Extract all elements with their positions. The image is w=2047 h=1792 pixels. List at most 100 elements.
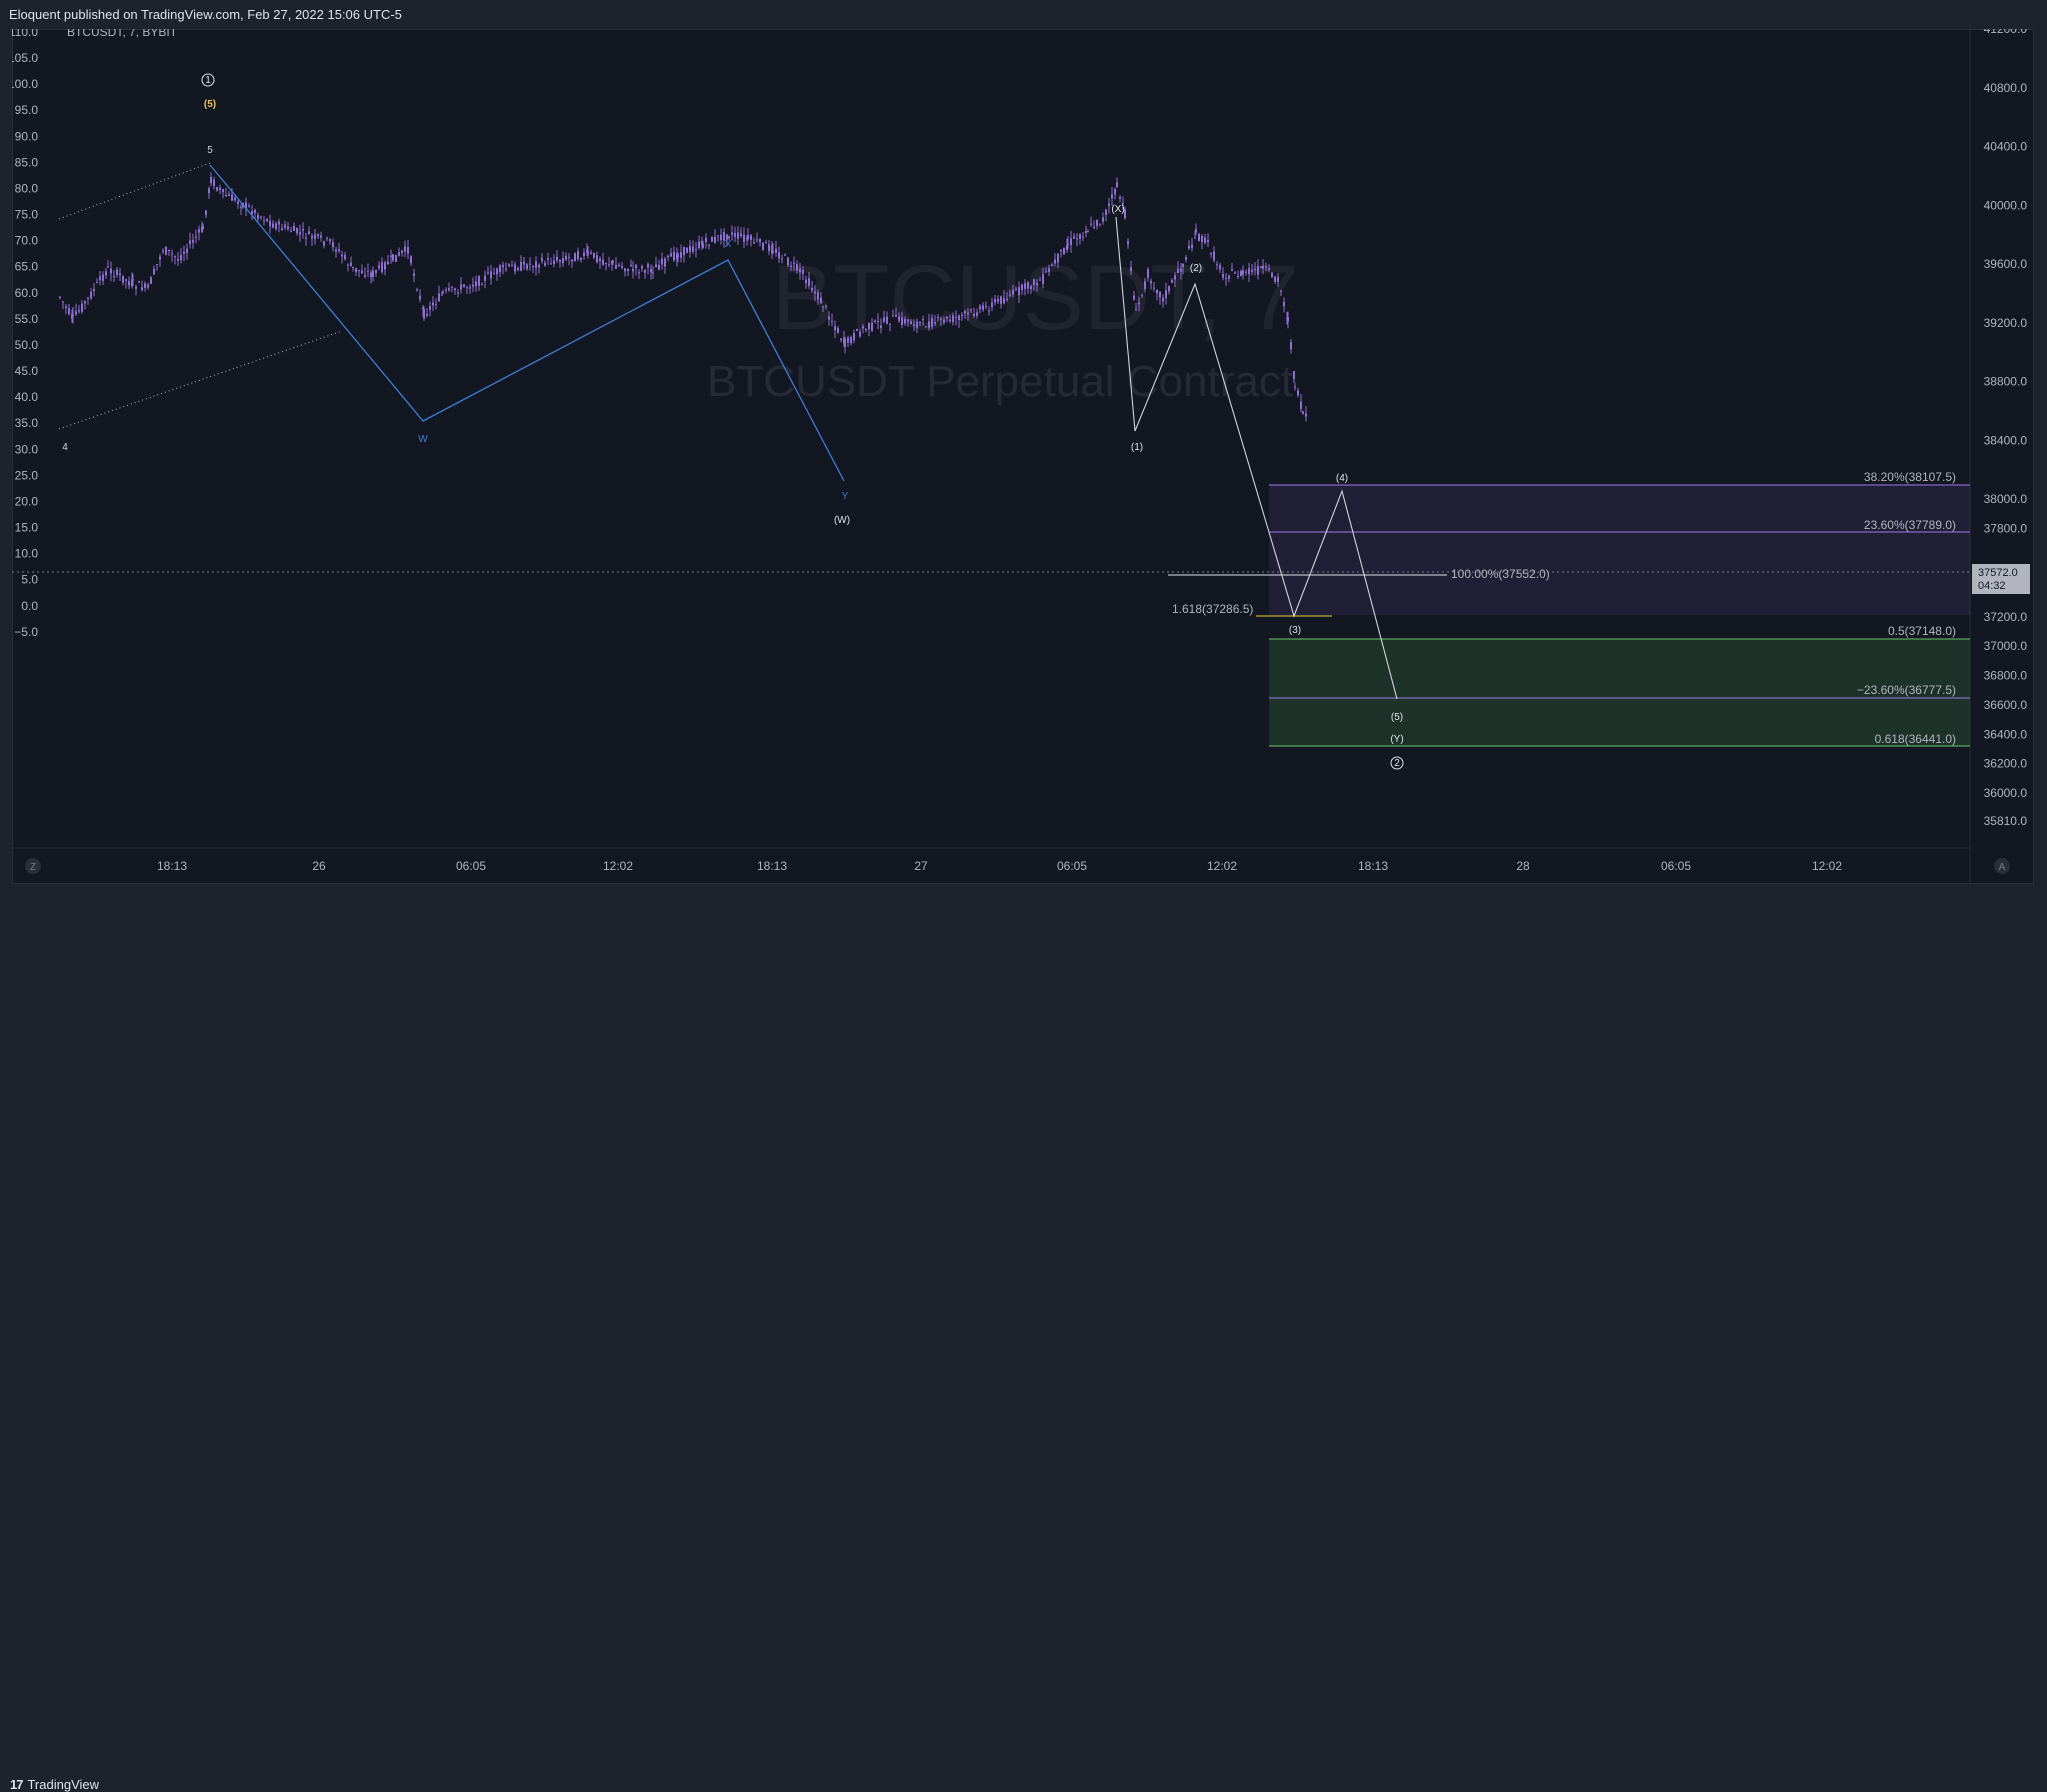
time-axis-tick[interactable]: 18:13 bbox=[757, 859, 787, 873]
candle-body bbox=[266, 218, 268, 222]
right-axis[interactable]: 41200.0 40800.0 40400.0 40000.0 39600.0 39200… bbox=[1984, 29, 2028, 828]
candle-body bbox=[964, 310, 966, 314]
time-axis[interactable]: 18:13 26 06:05 12:02 18:13 27 06:05 12:02 18:13 2… bbox=[157, 859, 1842, 873]
candle-body bbox=[973, 314, 975, 317]
left-axis-tick: 20.0 bbox=[15, 494, 39, 508]
time-axis-tick[interactable]: 28 bbox=[1516, 859, 1530, 873]
candle-body bbox=[113, 276, 115, 278]
candle-body bbox=[541, 257, 543, 261]
candle-body bbox=[658, 264, 660, 270]
candle-body bbox=[627, 268, 629, 272]
candle-body bbox=[432, 302, 434, 306]
candle-body bbox=[756, 239, 758, 241]
candle-body bbox=[1042, 274, 1044, 284]
candle-body bbox=[326, 237, 328, 239]
candle-body bbox=[358, 269, 360, 271]
candle-body bbox=[919, 321, 921, 323]
time-axis-tick[interactable]: 27 bbox=[914, 859, 928, 873]
wave-projection-path[interactable] bbox=[1115, 216, 1398, 700]
candle-body bbox=[1162, 297, 1164, 302]
candle-body bbox=[219, 187, 221, 191]
wave-paren-X-label: (X) bbox=[1111, 204, 1124, 215]
candle-body bbox=[1082, 236, 1084, 238]
candle-body bbox=[961, 314, 963, 316]
candle-body bbox=[840, 338, 842, 340]
candle-body bbox=[1156, 289, 1158, 294]
left-axis-tick: 60.0 bbox=[15, 286, 39, 300]
candle-body bbox=[768, 244, 770, 251]
candle-body bbox=[859, 331, 861, 337]
candle-body bbox=[1009, 294, 1011, 296]
candle-body bbox=[837, 328, 839, 333]
candle-body bbox=[568, 256, 570, 258]
candle-body bbox=[62, 301, 64, 303]
candle-body bbox=[740, 233, 742, 236]
candle-body bbox=[605, 262, 607, 264]
candle-body bbox=[131, 279, 133, 287]
candle-body bbox=[1114, 188, 1116, 195]
candle-body bbox=[825, 305, 827, 307]
candle-body bbox=[165, 246, 167, 255]
candle-body bbox=[202, 226, 204, 230]
candle-body bbox=[1171, 279, 1173, 283]
time-axis-tick[interactable]: 06:05 bbox=[1057, 859, 1087, 873]
candle-body bbox=[237, 201, 239, 204]
candle-body bbox=[828, 316, 830, 320]
time-axis-tick[interactable]: 12:02 bbox=[1812, 859, 1842, 873]
candle-body bbox=[1063, 247, 1065, 255]
candle-body bbox=[599, 258, 601, 262]
candle-body bbox=[395, 254, 397, 262]
candle-body bbox=[805, 279, 807, 284]
watermark-description: BTCUSDT Perpetual Contract bbox=[707, 357, 1293, 406]
auto-scale-button[interactable] bbox=[1994, 858, 2010, 874]
candle-body bbox=[1277, 277, 1279, 283]
watermark-symbol: BTCUSDT, 7 bbox=[772, 247, 1299, 349]
price-chart[interactable]: BTCUSDT, 7 BTCUSDT Perpetual Contract BT… bbox=[12, 29, 2034, 884]
right-axis-tick: 36000.0 bbox=[1984, 786, 2028, 800]
candle-body bbox=[831, 321, 833, 323]
candle-body bbox=[147, 284, 149, 288]
time-axis-tick[interactable]: 18:13 bbox=[157, 859, 187, 873]
candle-body bbox=[580, 257, 582, 260]
candles[interactable] bbox=[59, 172, 1307, 422]
candle-body bbox=[517, 268, 519, 271]
time-axis-tick[interactable]: 12:02 bbox=[603, 859, 633, 873]
left-axis-tick: 50.0 bbox=[15, 338, 39, 352]
channel-lower-line[interactable] bbox=[58, 330, 343, 430]
candle-body bbox=[195, 236, 197, 238]
candle-body bbox=[1210, 253, 1212, 255]
candle-body bbox=[689, 245, 691, 252]
candle-body bbox=[180, 254, 182, 261]
candle-body bbox=[407, 247, 409, 254]
tradingview-logo[interactable]: 17 TradingView bbox=[10, 1777, 99, 1792]
candle-body bbox=[711, 237, 713, 242]
right-axis-tick: 40800.0 bbox=[1984, 81, 2028, 95]
time-axis-tick[interactable]: 06:05 bbox=[456, 859, 486, 873]
zoom-button[interactable] bbox=[25, 858, 41, 874]
candle-body bbox=[257, 215, 259, 219]
candle-body bbox=[59, 296, 61, 298]
candle-body bbox=[692, 246, 694, 252]
time-axis-tick[interactable]: 12:02 bbox=[1207, 859, 1237, 873]
candle-body bbox=[1287, 317, 1289, 322]
candle-body bbox=[680, 252, 682, 258]
candle-body bbox=[1240, 271, 1242, 277]
channel-upper-line[interactable] bbox=[58, 162, 211, 220]
candle-body bbox=[771, 245, 773, 253]
right-axis-tick: 40400.0 bbox=[1984, 140, 2028, 154]
candle-body bbox=[1045, 271, 1047, 273]
time-axis-tick[interactable]: 18:13 bbox=[1358, 859, 1388, 873]
candle-body bbox=[946, 316, 948, 319]
candle-body bbox=[231, 194, 233, 201]
wave-paren-5-proj-label: (5) bbox=[1391, 712, 1403, 723]
candle-body bbox=[559, 259, 561, 262]
wave-wxy-path[interactable] bbox=[209, 164, 845, 482]
wave-4-label: 4 bbox=[62, 442, 68, 453]
time-axis-tick[interactable]: 26 bbox=[312, 859, 326, 873]
left-axis-tick: 85.0 bbox=[15, 155, 39, 169]
candle-body bbox=[122, 275, 124, 283]
candle-body bbox=[1245, 271, 1247, 273]
candle-body bbox=[496, 268, 498, 275]
candle-body bbox=[520, 261, 522, 271]
time-axis-tick[interactable]: 06:05 bbox=[1661, 859, 1691, 873]
